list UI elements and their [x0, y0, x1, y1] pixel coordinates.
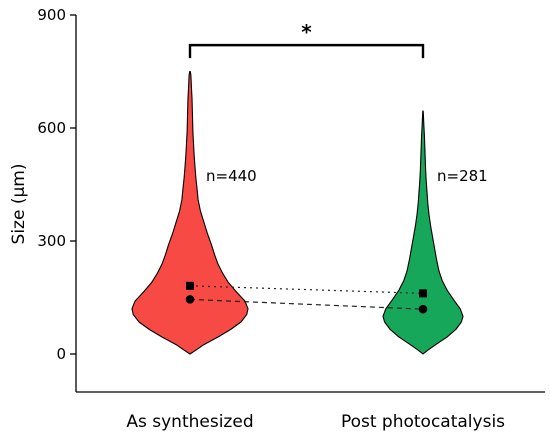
- mean-marker: [419, 289, 427, 298]
- significance-bracket-line: [188, 43, 425, 59]
- y-tick-label: 900: [37, 6, 66, 24]
- median-marker: [418, 304, 428, 314]
- median-marker: [185, 295, 195, 304]
- n-label: n=281: [437, 167, 488, 185]
- median-connector-line: [189, 298, 424, 310]
- plot-frame: [75, 15, 545, 393]
- y-axis-title: Size (μm): [9, 164, 29, 245]
- mean-marker: [186, 281, 194, 290]
- n-labels: n=440 n=281: [206, 167, 488, 185]
- x-category-label: As synthesized: [126, 412, 253, 432]
- stat-connectors: [189, 285, 424, 310]
- significance-bracket: *: [188, 20, 425, 59]
- category-labels: As synthesized Post photocatalysis: [126, 412, 505, 432]
- n-label: n=440: [206, 167, 257, 185]
- y-tick-label: 600: [37, 119, 66, 137]
- violins: [131, 70, 464, 355]
- y-tick-label: 0: [56, 345, 66, 363]
- significance-label: *: [301, 20, 312, 44]
- violin-as-synthesized: [131, 70, 249, 355]
- y-axis-ticks: 0 300 600 900: [37, 6, 76, 363]
- stat-markers: [185, 281, 428, 314]
- violin-post-photocatalysis: [382, 110, 464, 355]
- y-tick-label: 300: [37, 232, 66, 250]
- x-category-label: Post photocatalysis: [341, 412, 505, 432]
